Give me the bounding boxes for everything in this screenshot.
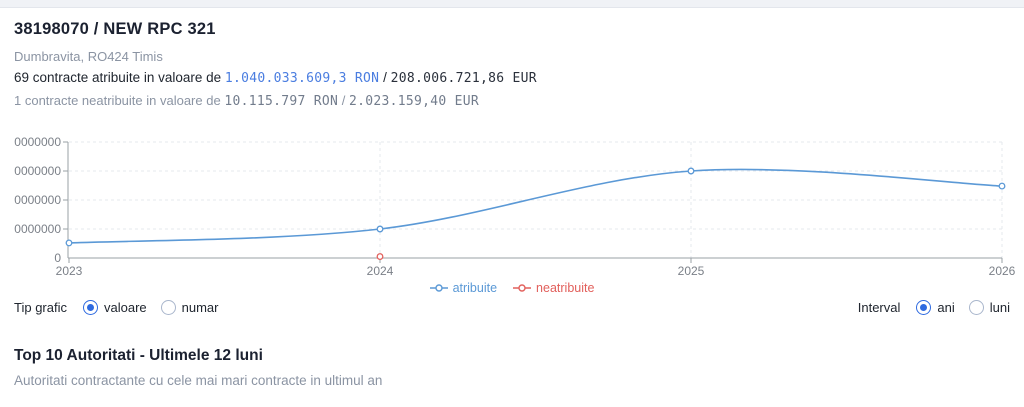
chart-type-label: Tip grafic <box>14 300 67 315</box>
radio-valoare-icon[interactable] <box>82 300 98 315</box>
svg-text:2025: 2025 <box>678 264 705 278</box>
interval-control-group: Interval ani luni <box>858 300 1010 315</box>
top10-section-subtitle: Autoritati contractante cu cele mai mari… <box>14 373 383 388</box>
unawarded-prefix: 1 contracte neatribuite in valoare de <box>14 93 221 108</box>
chart-controls: Tip grafic valoare numar Interval ani lu… <box>0 300 1024 320</box>
interval-label: Interval <box>857 300 901 315</box>
awarded-contracts-line: 69 contracte atribuite in valoare de 1.0… <box>14 70 537 86</box>
svg-text:2023: 2023 <box>56 264 83 278</box>
radio-option-luni[interactable]: luni <box>968 300 1010 315</box>
awarded-prefix: 69 contracte atribuite in valoare de <box>14 70 222 85</box>
unawarded-contracts-line: 1 contracte neatribuite in valoare de 10… <box>14 93 479 109</box>
radio-option-valoare[interactable]: valoare <box>82 300 147 315</box>
svg-text:0000000: 0000000 <box>14 164 61 178</box>
radio-option-numar[interactable]: numar <box>160 300 219 315</box>
unawarded-eur-value: 2.023.159,40 EUR <box>348 94 479 109</box>
legend-label-neatribuite: neatribuite <box>536 281 595 295</box>
radio-numar-icon[interactable] <box>160 300 176 315</box>
atribuite-legend-marker-icon <box>429 284 448 292</box>
legend-item-neatribuite[interactable]: neatribuite <box>513 281 594 295</box>
awarded-separator: / <box>383 70 387 85</box>
chart-type-control-group: Tip grafic valoare numar <box>14 300 218 315</box>
radio-option-ani[interactable]: ani <box>916 300 955 315</box>
radio-numar-label: numar <box>181 300 219 315</box>
radio-ani-icon[interactable] <box>916 300 932 315</box>
legend-label-atribuite: atribuite <box>452 281 498 295</box>
top10-section-title: Top 10 Autoritati - Ultimele 12 luni <box>14 347 263 364</box>
unawarded-separator: / <box>341 93 346 108</box>
awarded-ron-value[interactable]: 1.040.033.609,3 RON <box>224 71 380 86</box>
svg-text:0000000: 0000000 <box>14 135 61 149</box>
radio-luni-icon[interactable] <box>968 300 984 315</box>
legend-item-atribuite[interactable]: atribuite <box>429 281 498 295</box>
radio-ani-label: ani <box>937 300 955 315</box>
svg-text:0000000: 0000000 <box>14 193 61 207</box>
contracts-line-chart[interactable]: 0 0000000 0000000 0000000 0000000 2023 2024 202… <box>0 130 1024 280</box>
unawarded-ron-value: 10.115.797 RON <box>224 94 339 109</box>
top-header-strip <box>0 0 1024 8</box>
location-text: Dumbravita, RO424 Timis <box>14 49 163 64</box>
chart-legend: atribuite neatribuite <box>0 281 1024 295</box>
awarded-eur-value: 208.006.721,86 EUR <box>390 71 537 86</box>
neatribuite-legend-marker-icon <box>513 284 532 292</box>
page-title: 38198070 / NEW RPC 321 <box>14 20 216 38</box>
svg-text:2024: 2024 <box>367 264 394 278</box>
radio-valoare-label: valoare <box>103 300 147 315</box>
radio-luni-label: luni <box>989 300 1010 315</box>
svg-text:2026: 2026 <box>989 264 1016 278</box>
svg-text:0: 0 <box>54 251 61 265</box>
svg-text:0000000: 0000000 <box>14 222 61 236</box>
